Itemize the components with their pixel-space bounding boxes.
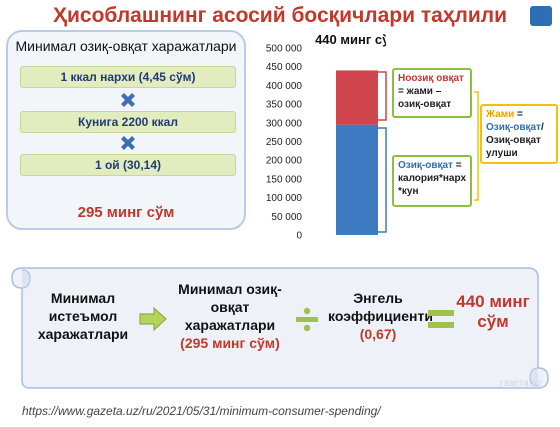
y-tick-label: 350 000 — [266, 100, 303, 111]
share-note: Жами = Озиқ-овқат/ Озиқ-овқат улуши — [480, 104, 558, 164]
nonfood-note-body: = жами – озиқ-овқат — [398, 86, 452, 110]
nonfood-bracket — [378, 71, 387, 121]
share-note-slash: / — [540, 122, 544, 133]
food-cost-panel-title: Минимал озиқ-овқат харажатлари — [15, 38, 237, 54]
step-kcal-price: 1 ккал нархи (4,45 сўм) — [20, 66, 236, 88]
y-tick-label: 400 000 — [266, 81, 303, 92]
y-tick-label: 250 000 — [266, 137, 303, 148]
y-tick-label: 50 000 — [271, 212, 302, 223]
formula-result: 440 минг сўм — [456, 292, 530, 331]
share-note-total: Жами — [486, 109, 515, 120]
arrow-right-icon — [139, 306, 167, 332]
food-bracket — [378, 127, 387, 233]
y-tick-label: 150 000 — [266, 174, 303, 185]
step-month-days: 1 ой (30,14) — [20, 154, 236, 176]
formula-min-consumer-spending: Минимал истеъмол харажатлари — [37, 290, 129, 342]
formula-engel-value: (0,67) — [359, 326, 397, 342]
formula-engel-label: Энгель коэффициенти — [328, 290, 433, 324]
multiply-icon — [121, 136, 135, 150]
formula-min-food-spending-label: Минимал озиқ-овқат харажатлари — [178, 281, 282, 333]
y-tick-label: 200 000 — [266, 156, 303, 167]
gazeta-logo-icon — [530, 6, 552, 26]
formula-min-food-spending: Минимал озиқ-овқат харажатлари (295 минг… — [170, 280, 290, 352]
stacked-bar-chart: 0 50 000 100 000 150 000 200 000 250 000 300 0… — [266, 32, 386, 242]
watermark: газета.uz — [500, 378, 542, 389]
nonfood-note: Ноозиқ овқат = жами – озиқ-овқат — [392, 68, 472, 118]
food-note-body: калория*нарх *кун — [398, 173, 467, 197]
formula-engel-coefficient: Энгель коэффициенти (0,67) — [328, 289, 433, 343]
y-tick-label: 300 000 — [266, 118, 303, 129]
food-cost-result: 295 минг сўм — [77, 204, 175, 221]
food-note-eq: = — [452, 160, 462, 171]
multiply-icon — [121, 93, 135, 107]
share-note-eq: = — [514, 109, 523, 120]
y-tick-label: 0 — [296, 231, 302, 242]
page-title: Ҳисоблашнинг асосий босқичлари таҳлили — [52, 4, 508, 27]
share-note-food: Озиқ-овқат — [486, 122, 541, 133]
nonfood-note-title: Ноозиқ овқат — [398, 73, 464, 84]
bar-food — [336, 124, 378, 235]
share-note-body: Озиқ-овқат улуши — [486, 135, 541, 159]
food-note-title: Озиқ-овқат — [398, 160, 453, 171]
note-connectors — [378, 71, 479, 233]
bar-total-label: 440 минг сўм — [315, 32, 386, 47]
bar-nonfood — [336, 70, 378, 125]
scroll-background — [11, 267, 549, 389]
share-bracket — [474, 91, 479, 201]
equals-icon — [428, 310, 454, 328]
step-daily-kcal: Кунига 2200 ккал — [20, 111, 236, 133]
food-note: Озиқ-овқат = калория*нарх *кун — [392, 155, 472, 207]
y-tick-label: 450 000 — [266, 62, 303, 73]
food-cost-panel: Минимал озиқ-овқат харажатлари 1 ккал на… — [6, 30, 246, 230]
y-tick-label: 100 000 — [266, 193, 303, 204]
source-url: https://www.gazeta.uz/ru/2021/05/31/mini… — [22, 404, 381, 418]
formula-min-food-spending-value: (295 минг сўм) — [180, 335, 280, 351]
formula-scroll: Минимал истеъмол харажатлари Минимал ози… — [10, 262, 550, 392]
divide-icon — [296, 307, 318, 332]
y-tick-label: 500 000 — [266, 44, 303, 55]
